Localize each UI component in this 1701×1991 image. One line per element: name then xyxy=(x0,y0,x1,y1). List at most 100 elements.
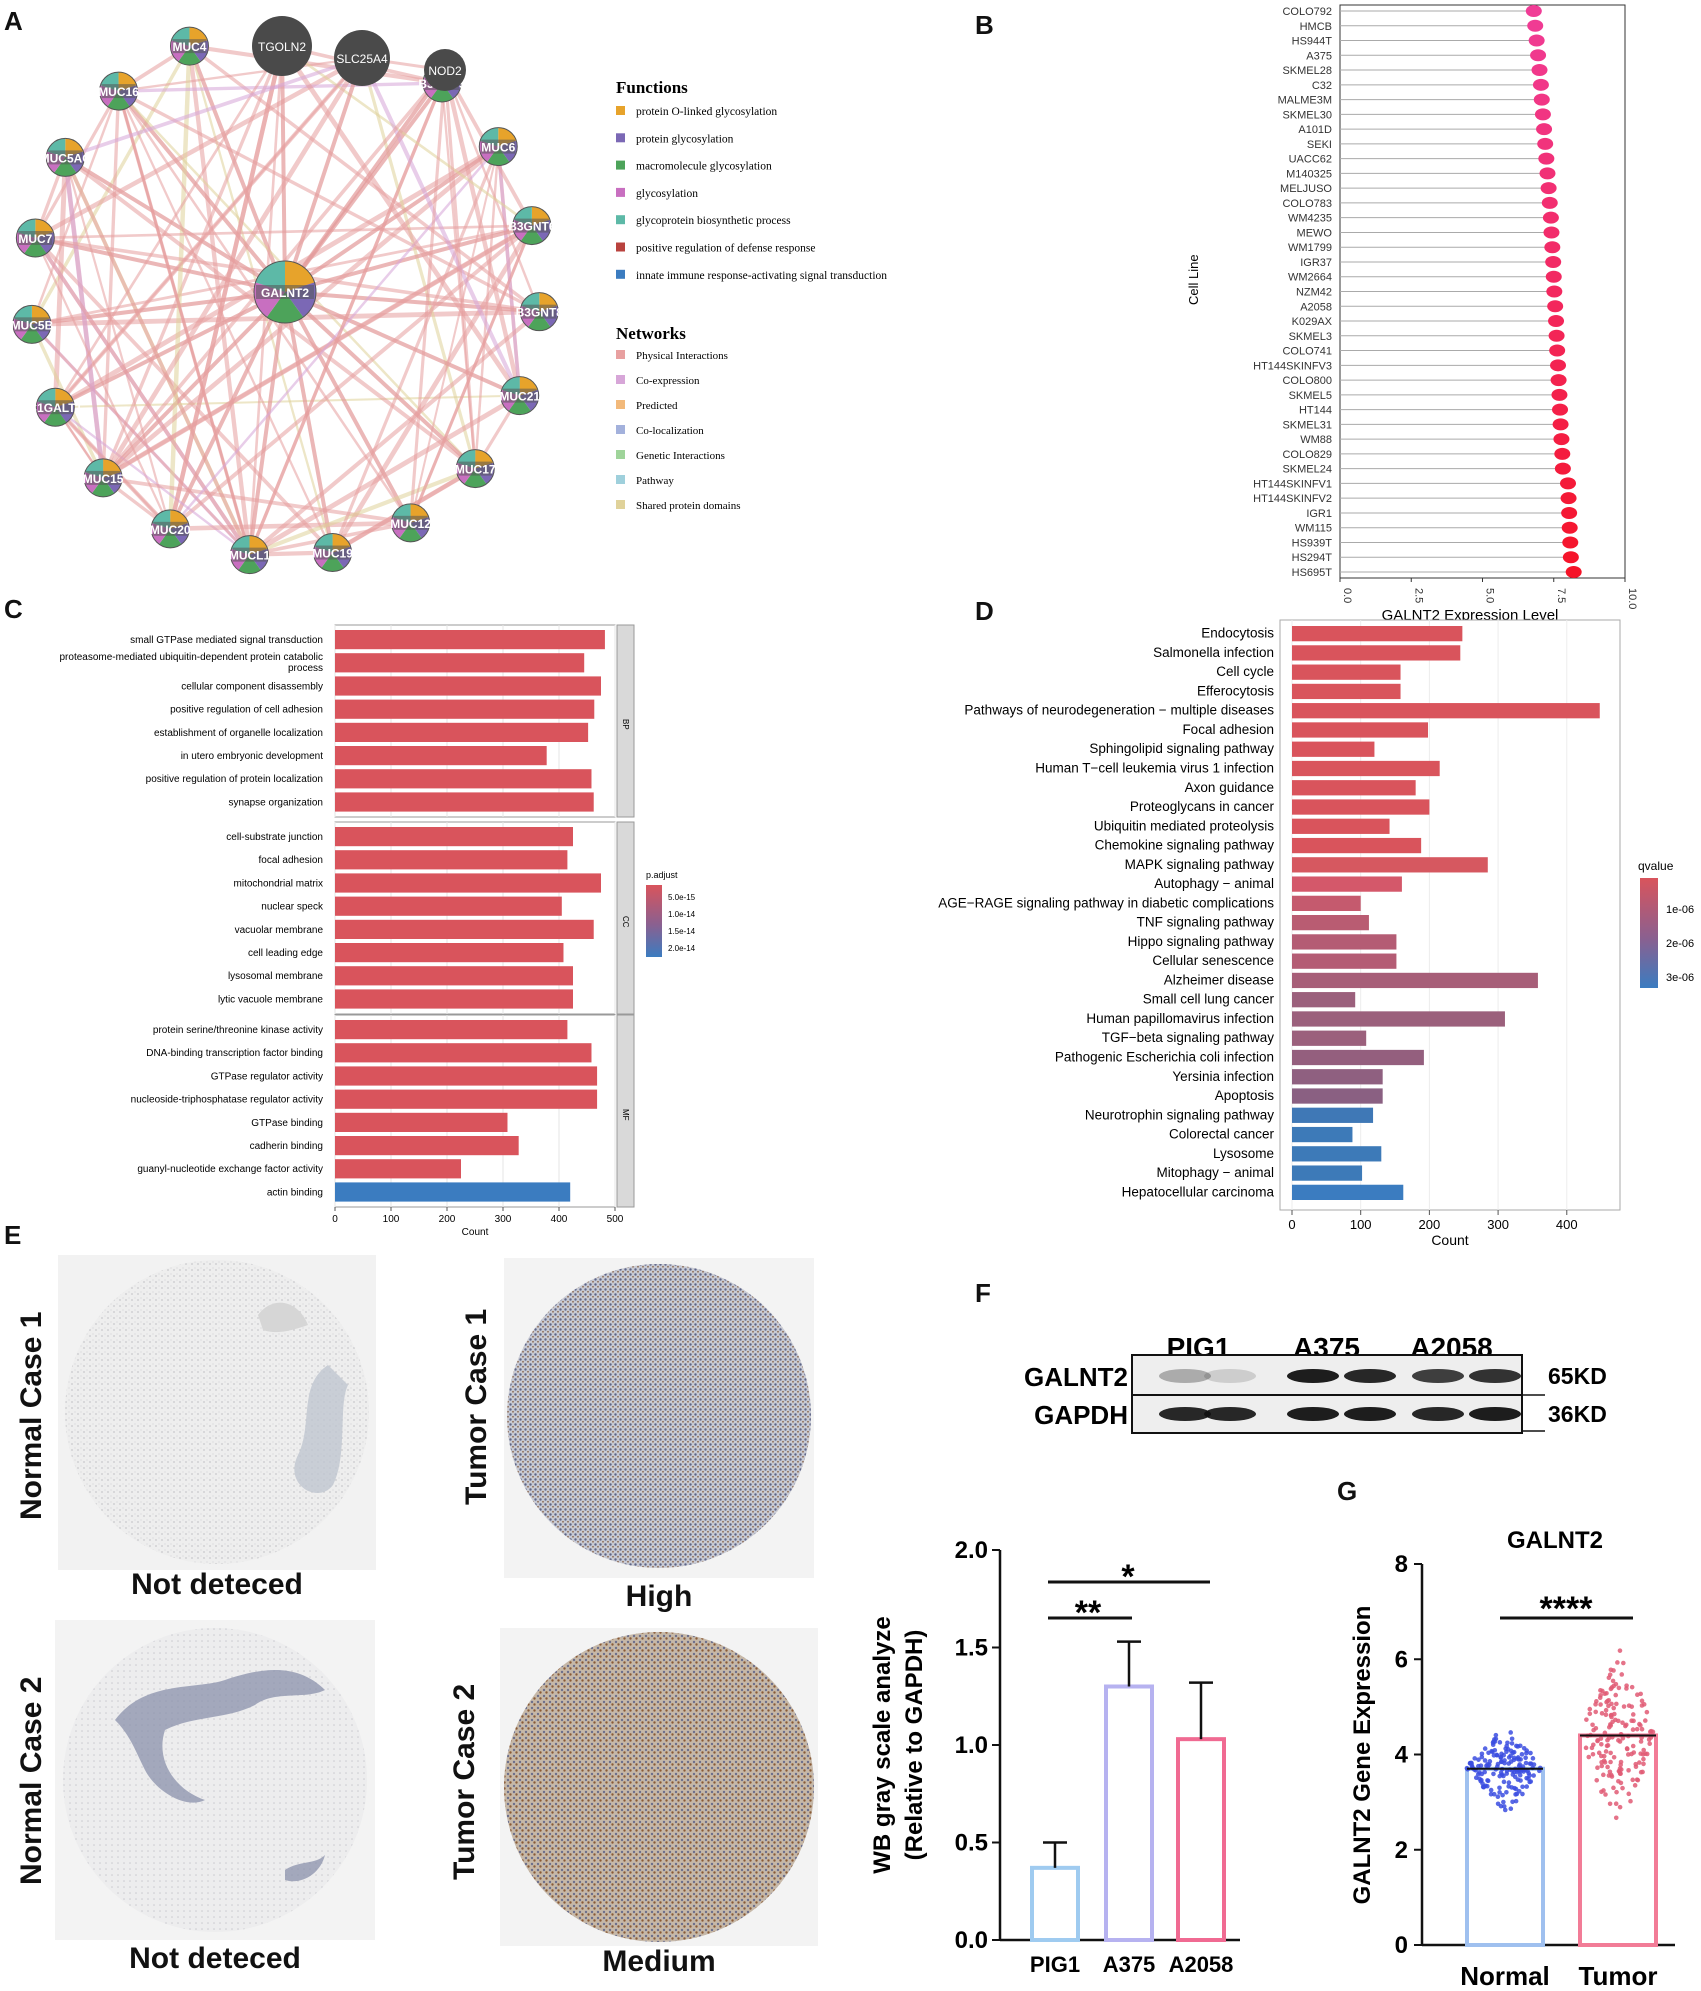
chart-c-bar xyxy=(335,630,605,650)
chart-c-bar xyxy=(335,722,589,742)
chart-d-bar xyxy=(1292,1126,1353,1143)
ihc-normal-case-2-label: Normal Case 2 xyxy=(15,1676,48,1885)
chart-g-point xyxy=(1519,1752,1525,1757)
chart-f-ytick-label: 2.0 xyxy=(955,1537,988,1564)
chart-g-point xyxy=(1531,1773,1536,1778)
network-type-label: Shared protein domains xyxy=(636,500,740,512)
chart-g-point xyxy=(1611,1705,1617,1711)
chart-c-facet-strip xyxy=(616,1014,635,1208)
chart-g-point xyxy=(1593,1725,1599,1731)
chart-b-xtick-label: 10.0 xyxy=(1626,588,1638,609)
function-swatch xyxy=(616,160,625,170)
chart-g-point xyxy=(1586,1754,1592,1760)
svg-text:MUC5AC: MUC5AC xyxy=(40,151,92,165)
svg-text:MUC15: MUC15 xyxy=(83,472,124,486)
chart-g-point xyxy=(1523,1755,1528,1761)
chart-g-point xyxy=(1624,1746,1630,1752)
chart-c-legend-tick: 1.5e-14 xyxy=(668,927,696,936)
chart-b-point xyxy=(1549,344,1566,357)
network-type-label: Pathway xyxy=(636,475,674,487)
svg-text:MUC21: MUC21 xyxy=(499,390,540,404)
chart-g-point xyxy=(1639,1735,1644,1741)
chart-d-category-label: Cell cycle xyxy=(1216,664,1274,679)
chart-b-category-label: COLO783 xyxy=(1282,198,1332,210)
chart-b-category-label: WM4235 xyxy=(1288,213,1332,225)
chart-c-category-label: lytic vacuole membrane xyxy=(218,994,323,1005)
chart-d-bar xyxy=(1292,818,1390,834)
chart-g-point xyxy=(1524,1775,1529,1781)
network-node-muc21: MUC21 xyxy=(499,376,540,416)
chart-d-category-label: Pathways of neurodegeneration − multiple… xyxy=(964,703,1274,718)
chart-g-point xyxy=(1506,1755,1512,1760)
chart-d-category-label: Cellular senescence xyxy=(1152,953,1274,968)
panel-letter-c: C xyxy=(4,594,23,624)
chart-c-category-label: protein serine/threonine kinase activity xyxy=(153,1025,323,1036)
chart-g-point xyxy=(1482,1758,1488,1763)
chart-g-point xyxy=(1626,1791,1632,1797)
chart-d-bar xyxy=(1292,1030,1367,1046)
chart-f-xtick-label: PIG1 xyxy=(1030,1952,1080,1977)
chart-b-point xyxy=(1561,521,1578,534)
ihc-tumor-case-2-caption: Medium xyxy=(602,1945,716,1978)
wb-band xyxy=(1412,1407,1464,1421)
ihc-tumor-case-1-label: Tumor Case 1 xyxy=(460,1308,493,1505)
chart-c-category-label: cell-substrate junction xyxy=(226,832,323,843)
chart-c-category-label: small GTPase mediated signal transductio… xyxy=(130,635,323,646)
chart-d-bar xyxy=(1292,683,1401,700)
function-label: glycoprotein biosynthetic process xyxy=(636,215,791,227)
chart-b-point xyxy=(1534,108,1551,121)
chart-c-xtick-label: 400 xyxy=(551,1214,568,1225)
function-swatch xyxy=(616,187,625,197)
chart-g-point xyxy=(1625,1752,1631,1757)
chart-g-point xyxy=(1620,1785,1625,1791)
chart-g-point xyxy=(1590,1751,1596,1757)
network-type-label: Co-expression xyxy=(636,375,700,387)
network-node-b3gnt8: B3GNT8 xyxy=(516,292,563,332)
chart-g-ylabel: GALNT2 Gene Expression xyxy=(1349,1606,1376,1905)
network-type-label: Co-localization xyxy=(636,425,704,437)
ihc-normal-case-1-label: Normal Case 1 xyxy=(15,1311,48,1520)
chart-b-point xyxy=(1528,34,1545,47)
chart-b-point xyxy=(1543,226,1560,239)
chart-g-point xyxy=(1479,1771,1485,1777)
chart-c-bar xyxy=(335,792,594,812)
chart-c-bar xyxy=(335,746,547,766)
chart-g-point xyxy=(1511,1755,1517,1761)
chart-f-ylabel-2: (Relative to GAPDH) xyxy=(901,1630,928,1861)
chart-g-point xyxy=(1590,1722,1595,1728)
svg-text:SLC25A4: SLC25A4 xyxy=(336,52,388,66)
chart-c-bar xyxy=(335,827,573,847)
chart-g-point xyxy=(1505,1740,1510,1746)
wb-band xyxy=(1412,1369,1464,1383)
chart-g-point xyxy=(1480,1784,1486,1790)
chart-c-facet-strip xyxy=(616,624,635,818)
chart-d-bar xyxy=(1292,1069,1383,1085)
chart-c-go-enrichment: BP small GTPase mediated signal transduct… xyxy=(59,624,696,1238)
chart-g-point xyxy=(1501,1799,1506,1805)
chart-g-point xyxy=(1501,1779,1507,1785)
chart-c-xlabel: Count xyxy=(462,1227,489,1238)
chart-g-point xyxy=(1616,1738,1621,1743)
chart-g-point xyxy=(1638,1751,1643,1756)
chart-g-point xyxy=(1603,1749,1609,1754)
wb-band xyxy=(1159,1369,1211,1383)
chart-d-category-label: Hippo signaling pathway xyxy=(1128,934,1275,949)
chart-b-point xyxy=(1531,64,1548,77)
chart-d-legend-bar xyxy=(1640,878,1658,988)
chart-g-point xyxy=(1513,1792,1518,1797)
chart-g-point xyxy=(1641,1761,1646,1767)
network-node-muc16: MUC16 xyxy=(98,71,139,111)
chart-g-point xyxy=(1611,1785,1616,1791)
chart-c-category-label: cadherin binding xyxy=(250,1141,323,1152)
chart-g-point xyxy=(1497,1785,1502,1791)
wb-band xyxy=(1469,1369,1521,1383)
chart-d-category-label: Focal adhesion xyxy=(1182,722,1274,737)
chart-d-bar xyxy=(1292,703,1600,719)
chart-d-bar xyxy=(1292,1165,1363,1181)
chart-d-category-label: Ubiquitin mediated proteolysis xyxy=(1094,818,1274,833)
chart-g-point xyxy=(1492,1747,1498,1753)
chart-b-point xyxy=(1547,300,1564,313)
chart-b-xtick-label: 5.0 xyxy=(1484,588,1496,603)
chart-b-point xyxy=(1525,5,1542,17)
chart-g-point xyxy=(1491,1771,1496,1777)
